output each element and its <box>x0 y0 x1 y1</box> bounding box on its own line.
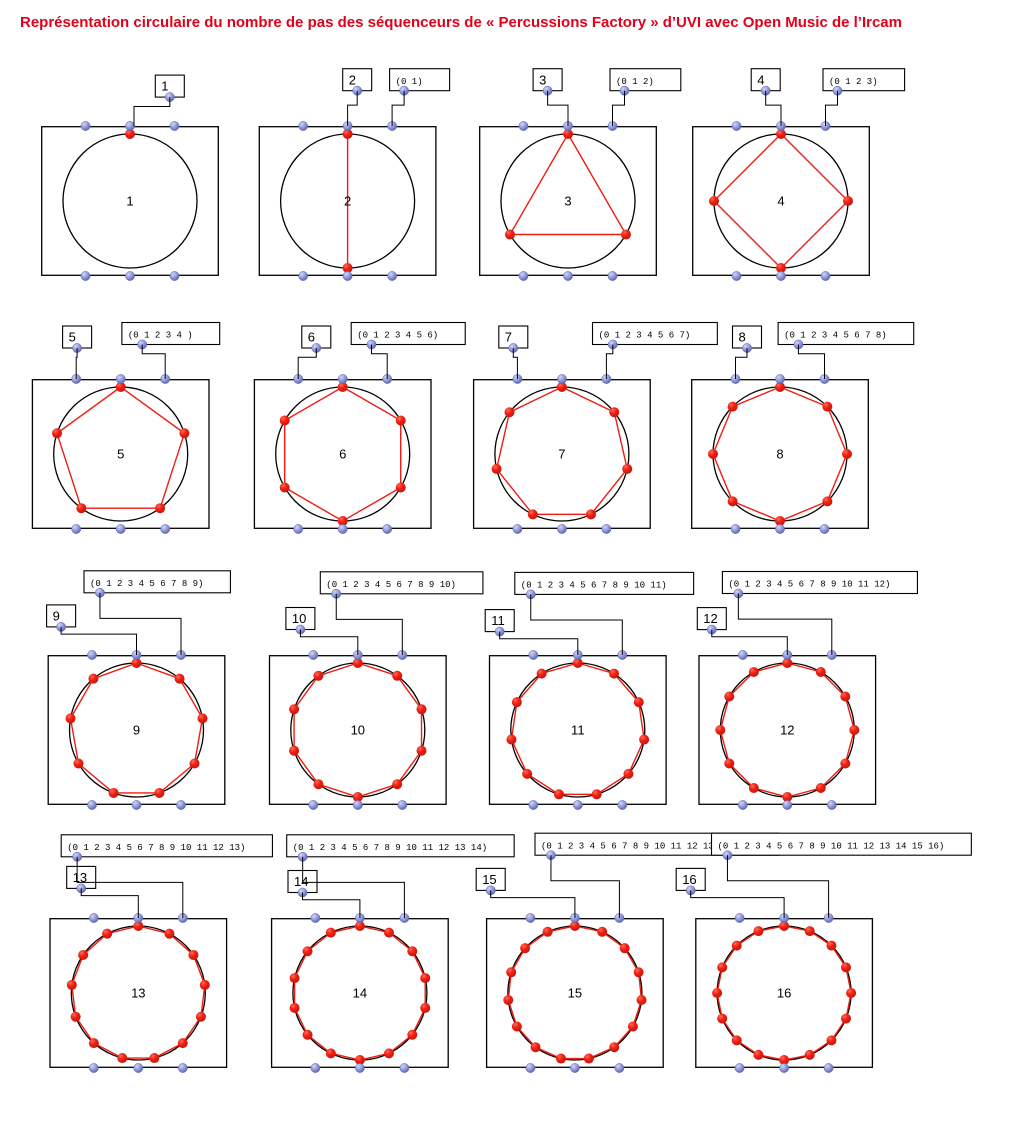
svg-text:11: 11 <box>491 613 505 628</box>
svg-text:2: 2 <box>349 72 356 87</box>
svg-text:10: 10 <box>351 723 365 738</box>
svg-text:7: 7 <box>558 447 565 462</box>
svg-text:2: 2 <box>344 194 351 209</box>
svg-text:3: 3 <box>539 72 546 87</box>
svg-text:6: 6 <box>308 330 315 345</box>
svg-text:4: 4 <box>757 72 764 87</box>
svg-text:8: 8 <box>776 447 783 462</box>
svg-text:9: 9 <box>53 609 60 624</box>
svg-text:(0 1 2 3 4 5 6 7 8 9 10 11): (0 1 2 3 4 5 6 7 8 9 10 11) <box>521 581 667 591</box>
svg-text:15: 15 <box>482 872 496 887</box>
svg-text:12: 12 <box>780 723 794 738</box>
svg-text:1: 1 <box>126 194 133 209</box>
svg-text:11: 11 <box>571 723 585 738</box>
svg-text:(0 1 2 3 4 5 6 7 8 9 10 11 12: (0 1 2 3 4 5 6 7 8 9 10 11 12 13 14 15 1… <box>718 841 945 851</box>
svg-text:(0 1 2 3 4 5 6 7 8): (0 1 2 3 4 5 6 7 8) <box>784 331 887 341</box>
svg-text:4: 4 <box>777 194 784 209</box>
svg-text:16: 16 <box>777 986 791 1001</box>
svg-text:14: 14 <box>353 986 367 1001</box>
svg-text:(0 1): (0 1) <box>396 77 423 87</box>
svg-text:(0 1 2 3 4 5 6 7 8 9 10 11 12: (0 1 2 3 4 5 6 7 8 9 10 11 12 13) <box>67 843 245 853</box>
svg-text:(0 1 2 3 4 5 6 7): (0 1 2 3 4 5 6 7) <box>599 331 691 341</box>
svg-text:5: 5 <box>117 447 124 462</box>
svg-text:7: 7 <box>505 330 512 345</box>
svg-text:15: 15 <box>568 986 582 1001</box>
svg-text:3: 3 <box>564 194 571 209</box>
svg-text:(0 1 2 3): (0 1 2 3) <box>829 77 878 87</box>
svg-text:12: 12 <box>703 611 717 626</box>
svg-text:13: 13 <box>131 986 145 1001</box>
svg-text:(0 1 2 3 4 5 6 7 8 9 10 11 12): (0 1 2 3 4 5 6 7 8 9 10 11 12) <box>728 580 890 590</box>
svg-text:(0 1 2 3 4 5 6 7 8 9): (0 1 2 3 4 5 6 7 8 9) <box>90 579 203 589</box>
svg-text:(0 1 2 3 4 5 6 7 8 9 10 11 12: (0 1 2 3 4 5 6 7 8 9 10 11 12 13 14) <box>293 843 487 853</box>
svg-text:(0 1 2 3 4 5 6 7 8 9 10): (0 1 2 3 4 5 6 7 8 9 10) <box>326 580 456 590</box>
svg-text:(0 1 2 3 4 ): (0 1 2 3 4 ) <box>128 331 193 341</box>
svg-text:(0 1 2): (0 1 2) <box>616 77 654 87</box>
svg-text:9: 9 <box>133 723 140 738</box>
svg-text:1: 1 <box>161 79 168 94</box>
svg-text:14: 14 <box>294 874 308 889</box>
svg-text:16: 16 <box>682 872 696 887</box>
svg-text:(0 1 2 3 4 5 6): (0 1 2 3 4 5 6) <box>357 331 438 341</box>
svg-text:8: 8 <box>739 330 746 345</box>
svg-text:10: 10 <box>292 611 306 626</box>
svg-text:5: 5 <box>69 330 76 345</box>
svg-text:6: 6 <box>339 447 346 462</box>
svg-text:Représentation circulaire du n: Représentation circulaire du nombre de p… <box>20 14 902 31</box>
